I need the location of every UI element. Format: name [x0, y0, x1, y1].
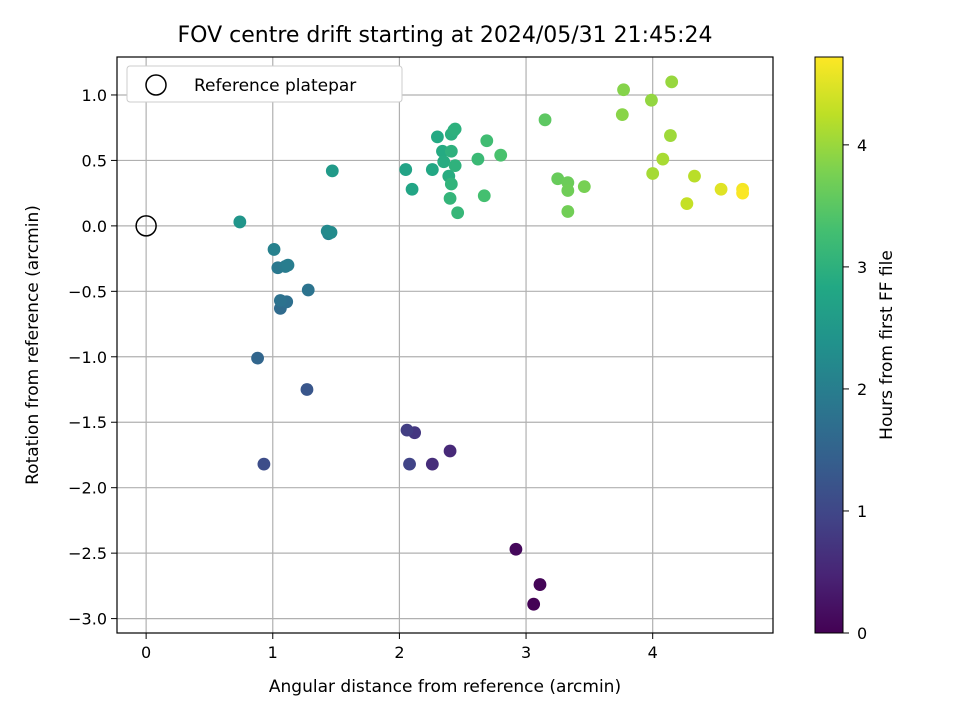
y-tick-label: −1.5	[68, 413, 107, 432]
colorbar-frame	[814, 56, 844, 634]
data-point	[403, 457, 416, 471]
data-point	[527, 597, 541, 611]
data-point	[477, 189, 491, 203]
data-point	[646, 167, 660, 180]
chart-title: FOV centre drift starting at 2024/05/31 …	[178, 23, 713, 48]
data-point	[538, 113, 552, 127]
data-point	[617, 83, 630, 97]
x-tick-label: 1	[268, 643, 278, 662]
data-point	[444, 144, 458, 158]
data-point	[451, 206, 465, 220]
data-point	[257, 457, 271, 471]
data-point	[656, 152, 670, 166]
legend-label: Reference platepar	[194, 76, 356, 96]
data-point	[688, 169, 701, 183]
data-point	[300, 383, 314, 396]
data-point	[251, 351, 264, 365]
data-point	[551, 172, 565, 186]
data-point	[664, 129, 677, 142]
data-point	[425, 457, 439, 471]
y-tick-label: 0.5	[82, 151, 107, 170]
plot-background	[117, 57, 773, 633]
x-axis-ticks: 0 1 2 3 4	[141, 633, 658, 662]
reference-platepar-marker	[135, 215, 157, 237]
y-tick-label: −1.0	[68, 348, 107, 367]
x-tick-label: 0	[141, 643, 151, 662]
data-point	[443, 444, 457, 458]
colorbar: 0 1 2 3 4 Hours from first FF file	[814, 56, 897, 643]
colorbar-label: Hours from first FF file	[877, 250, 897, 440]
data-point	[533, 578, 547, 591]
x-tick-label: 4	[648, 643, 658, 662]
legend-marker-open-circle	[145, 74, 167, 96]
data-point	[436, 144, 449, 158]
y-axis-ticks: 1.0 0.5 0.0 −0.5 −1.0 −1.5 −2.0 −2.5 −3.0	[68, 86, 117, 629]
x-tick-label: 3	[521, 643, 531, 662]
colorbar-tick-label: 4	[857, 136, 867, 155]
data-point	[615, 108, 629, 121]
data-point	[680, 197, 694, 211]
data-point	[400, 423, 414, 437]
y-tick-label: 1.0	[82, 86, 107, 105]
reference-marker-layer	[135, 215, 157, 237]
data-point	[471, 152, 485, 166]
data-point	[448, 122, 462, 136]
data-points	[233, 75, 750, 611]
y-tick-label: −2.5	[68, 544, 107, 563]
legend-box	[126, 65, 403, 103]
colorbar-tick-label: 0	[857, 624, 867, 643]
colorbar-gradient	[815, 57, 843, 633]
data-point	[437, 155, 451, 169]
data-point	[281, 258, 295, 272]
data-point	[405, 182, 419, 196]
data-point	[425, 163, 439, 176]
data-point	[480, 134, 494, 148]
data-point	[494, 148, 508, 162]
data-point	[324, 226, 338, 239]
plot-area: 0 1 2 3 4 1.0 0.5 0.0 −0.5 −1.0 −1.5 −2.0 −2.5 −3.0	[68, 56, 774, 662]
legend: Reference platepar	[126, 65, 403, 103]
y-tick-label: −0.5	[68, 282, 107, 301]
colorbar-tick-label: 3	[857, 258, 867, 277]
data-point	[577, 180, 591, 194]
y-tick-label: 0.0	[82, 217, 107, 236]
data-point	[444, 177, 458, 191]
x-axis-label: Angular distance from reference (arcmin)	[269, 677, 621, 697]
plot-frame	[116, 56, 774, 634]
data-point	[443, 191, 457, 205]
y-tick-label: −3.0	[68, 610, 107, 629]
data-point	[399, 163, 413, 176]
colorbar-ticks: 0 1 2 3 4	[843, 136, 867, 643]
colorbar-tick-label: 2	[857, 380, 867, 399]
data-point	[736, 186, 750, 200]
y-tick-label: −2.0	[68, 479, 107, 498]
x-tick-label: 2	[394, 643, 404, 662]
data-point	[431, 130, 444, 144]
data-point	[561, 205, 575, 218]
data-point	[325, 164, 339, 178]
y-axis-label: Rotation from reference (arcmin)	[23, 205, 43, 485]
data-point	[509, 542, 523, 556]
data-point	[561, 184, 575, 197]
data-point	[448, 159, 462, 173]
data-point	[645, 93, 658, 107]
data-point	[714, 182, 728, 196]
colorbar-tick-label: 1	[857, 502, 867, 521]
data-point	[267, 243, 281, 256]
data-point	[273, 294, 287, 307]
data-point	[233, 215, 247, 229]
data-point	[665, 75, 679, 89]
data-point	[301, 283, 315, 297]
